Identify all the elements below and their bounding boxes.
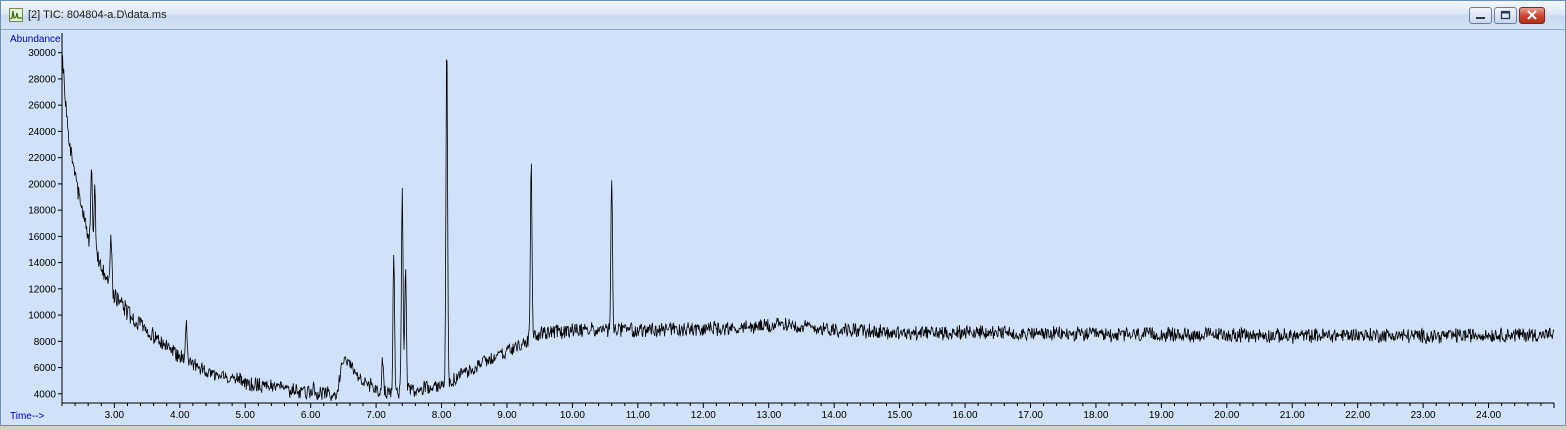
close-button[interactable] xyxy=(1519,7,1545,24)
x-tick-label: 9.00 xyxy=(497,410,517,421)
x-tick-label: 24.00 xyxy=(1476,410,1501,421)
y-tick-label: 20000 xyxy=(28,179,56,190)
y-tick-label: 26000 xyxy=(28,101,56,112)
y-tick-label: 4000 xyxy=(34,389,57,400)
x-tick-label: 7.00 xyxy=(366,410,386,421)
x-tick-label: 3.00 xyxy=(105,410,125,421)
x-tick-label: 13.00 xyxy=(756,410,781,421)
tic-trace xyxy=(61,55,1555,401)
close-icon xyxy=(1527,10,1537,20)
maximize-button[interactable] xyxy=(1494,7,1517,24)
x-tick-label: 16.00 xyxy=(953,410,978,421)
x-tick-label: 19.00 xyxy=(1149,410,1174,421)
x-axis-ticks: 3.00 4.00 5.00 6.00 7.00 8.00 9.00 10.00 11.00 12… xyxy=(61,403,1555,421)
x-tick-label: 4.00 xyxy=(170,410,190,421)
y-tick-label: 16000 xyxy=(28,232,56,243)
y-tick-label: 28000 xyxy=(28,74,56,85)
y-tick-label: 14000 xyxy=(28,258,56,269)
window-title: [2] TIC: 804804-a.D\data.ms xyxy=(28,9,167,21)
y-axis-ticks: 4000 6000 8000 10000 12000 14000 16000 18000 200… xyxy=(28,48,62,400)
x-tick-label: 12.00 xyxy=(691,410,716,421)
x-tick-label: 21.00 xyxy=(1280,410,1305,421)
x-tick-label: 14.00 xyxy=(822,410,847,421)
x-tick-label: 20.00 xyxy=(1214,410,1239,421)
x-tick-label: 22.00 xyxy=(1345,410,1370,421)
x-tick-label: 18.00 xyxy=(1083,410,1108,421)
maximize-icon xyxy=(1500,10,1511,20)
y-tick-label: 24000 xyxy=(28,127,56,138)
x-tick-label: 10.00 xyxy=(560,410,585,421)
x-tick-label: 11.00 xyxy=(626,410,651,421)
plot-background xyxy=(2,30,1564,425)
minimize-icon xyxy=(1476,17,1485,19)
x-tick-label: 6.00 xyxy=(301,410,321,421)
y-tick-label: 18000 xyxy=(28,206,56,217)
chart-area[interactable]: 4000 6000 8000 10000 12000 14000 16000 18000 200… xyxy=(2,30,1564,425)
title-bar[interactable]: [2] TIC: 804804-a.D\data.ms xyxy=(1,1,1565,30)
x-tick-label: 23.00 xyxy=(1411,410,1436,421)
x-tick-label: 8.00 xyxy=(432,410,452,421)
chromatogram-chart[interactable]: 4000 6000 8000 10000 12000 14000 16000 18000 200… xyxy=(2,30,1564,425)
x-tick-label: 5.00 xyxy=(235,410,255,421)
chromatogram-app-icon xyxy=(9,8,23,22)
x-tick-label: 15.00 xyxy=(887,410,912,421)
y-tick-label: 8000 xyxy=(34,337,57,348)
minimize-button[interactable] xyxy=(1469,7,1492,24)
y-axis-label: Abundance xyxy=(10,34,61,45)
y-tick-label: 10000 xyxy=(28,311,56,322)
x-axis-label: Time--> xyxy=(10,411,45,422)
y-tick-label: 12000 xyxy=(28,284,56,295)
y-tick-label: 6000 xyxy=(34,363,57,374)
y-tick-label: 22000 xyxy=(28,153,56,164)
y-tick-label: 30000 xyxy=(28,48,56,59)
x-tick-label: 17.00 xyxy=(1018,410,1043,421)
